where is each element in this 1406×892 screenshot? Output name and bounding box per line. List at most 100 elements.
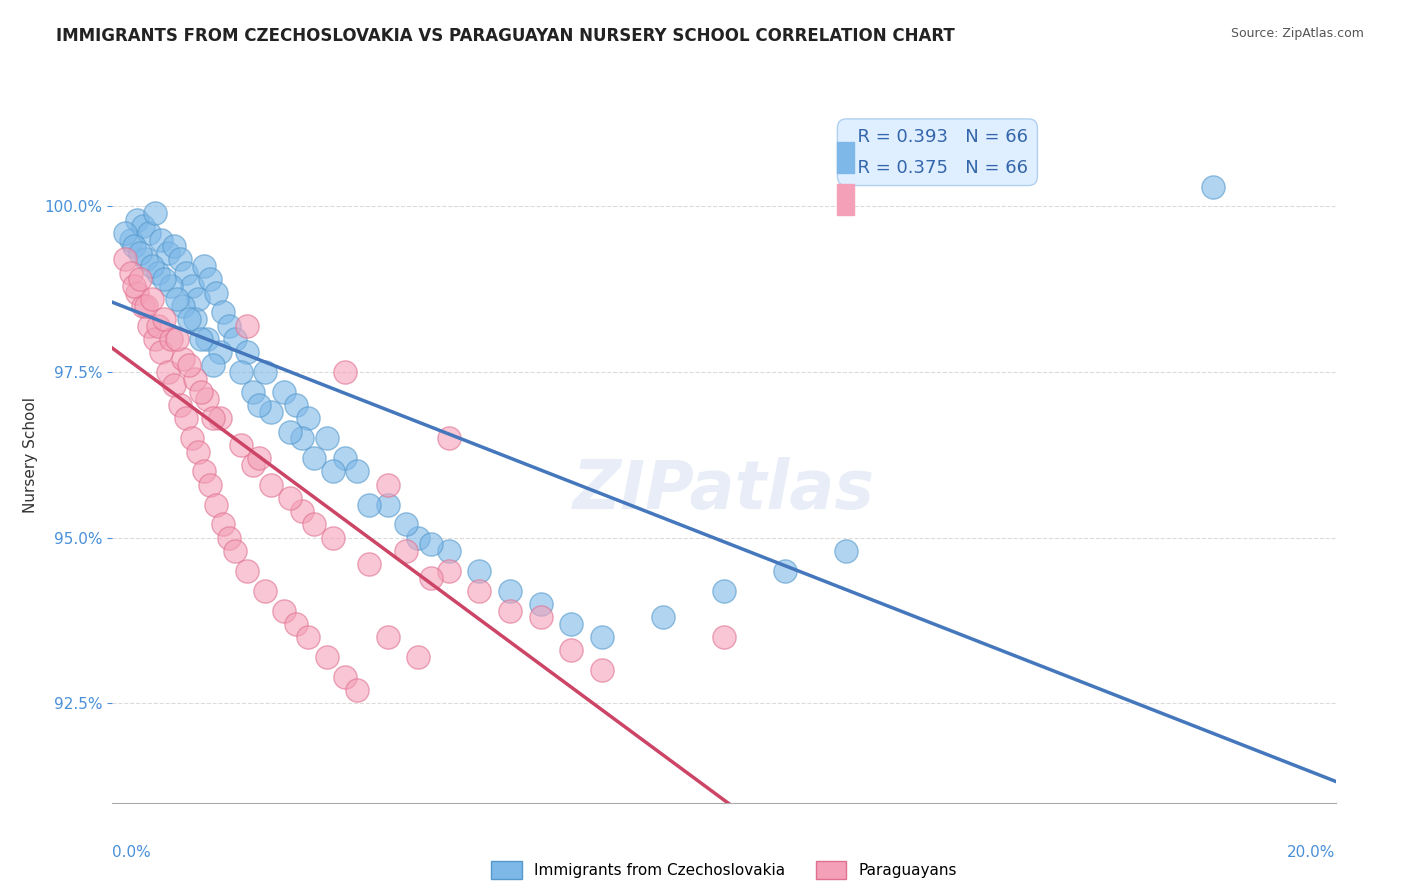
Point	[129, 245, 152, 260]
Point	[129, 272, 152, 286]
Point	[359, 498, 381, 512]
Point	[202, 411, 225, 425]
Point	[297, 630, 319, 644]
Point	[419, 537, 441, 551]
Point	[377, 498, 399, 512]
Point	[529, 610, 551, 624]
Point	[143, 332, 166, 346]
Text: 0.0%: 0.0%	[112, 845, 152, 860]
Point	[195, 392, 218, 406]
Point	[125, 285, 148, 300]
Point	[172, 351, 194, 366]
Point	[163, 239, 186, 253]
Bar	[837, 142, 853, 173]
Point	[395, 517, 418, 532]
Point	[211, 517, 233, 532]
Text: ZIPatlas: ZIPatlas	[574, 457, 875, 523]
Point	[236, 318, 259, 333]
Point	[138, 226, 160, 240]
Point	[322, 465, 344, 479]
Point	[315, 650, 337, 665]
Point	[200, 477, 222, 491]
Point	[499, 583, 522, 598]
Point	[260, 477, 283, 491]
Point	[114, 226, 136, 240]
Point	[153, 312, 176, 326]
Point	[205, 285, 228, 300]
Legend: Immigrants from Czechoslovakia, Paraguayans: Immigrants from Czechoslovakia, Paraguay…	[485, 855, 963, 886]
Text: IMMIGRANTS FROM CZECHOSLOVAKIA VS PARAGUAYAN NURSERY SCHOOL CORRELATION CHART: IMMIGRANTS FROM CZECHOSLOVAKIA VS PARAGU…	[56, 27, 955, 45]
Point	[254, 583, 277, 598]
Point	[408, 650, 430, 665]
Point	[114, 252, 136, 267]
Point	[141, 259, 163, 273]
Point	[153, 272, 176, 286]
Point	[148, 318, 170, 333]
Point	[166, 332, 188, 346]
Point	[143, 206, 166, 220]
Point	[150, 345, 173, 359]
Bar	[837, 184, 853, 215]
Point	[242, 458, 264, 472]
Point	[260, 405, 283, 419]
Point	[284, 616, 308, 631]
Point	[591, 663, 613, 677]
Point	[359, 558, 381, 572]
Point	[322, 531, 344, 545]
Point	[236, 345, 259, 359]
Text: 20.0%: 20.0%	[1288, 845, 1336, 860]
Point	[333, 365, 356, 379]
Point	[278, 491, 301, 505]
Point	[278, 425, 301, 439]
Point	[141, 292, 163, 306]
Point	[437, 544, 460, 558]
Point	[229, 438, 252, 452]
Point	[122, 279, 145, 293]
Point	[236, 564, 259, 578]
Point	[211, 305, 233, 319]
Point	[159, 279, 181, 293]
Point	[273, 604, 295, 618]
Point	[177, 359, 200, 373]
Point	[333, 451, 356, 466]
Point	[172, 299, 194, 313]
Point	[346, 465, 368, 479]
Point	[195, 332, 218, 346]
Point	[437, 564, 460, 578]
Point	[166, 292, 188, 306]
Point	[200, 272, 222, 286]
Point	[247, 451, 270, 466]
Point	[184, 312, 207, 326]
Point	[132, 219, 155, 234]
Point	[159, 332, 181, 346]
Point	[468, 564, 491, 578]
Point	[135, 252, 157, 267]
Point	[120, 266, 142, 280]
Point	[304, 517, 326, 532]
Point	[333, 670, 356, 684]
Point	[291, 504, 314, 518]
Point	[193, 259, 215, 273]
Point	[163, 378, 186, 392]
Point	[150, 233, 173, 247]
Point	[224, 332, 246, 346]
Point	[229, 365, 252, 379]
Point	[218, 531, 240, 545]
Point	[304, 451, 326, 466]
Point	[242, 384, 264, 399]
Point	[297, 411, 319, 425]
Point	[408, 531, 430, 545]
Point	[560, 616, 582, 631]
Point	[713, 583, 735, 598]
Point	[120, 233, 142, 247]
Point	[468, 583, 491, 598]
Point	[1202, 179, 1225, 194]
Point	[254, 365, 277, 379]
Point	[156, 365, 179, 379]
Point	[224, 544, 246, 558]
Point	[177, 312, 200, 326]
Point	[437, 431, 460, 445]
Y-axis label: Nursery School: Nursery School	[22, 397, 38, 513]
Point	[169, 252, 191, 267]
Point	[377, 477, 399, 491]
